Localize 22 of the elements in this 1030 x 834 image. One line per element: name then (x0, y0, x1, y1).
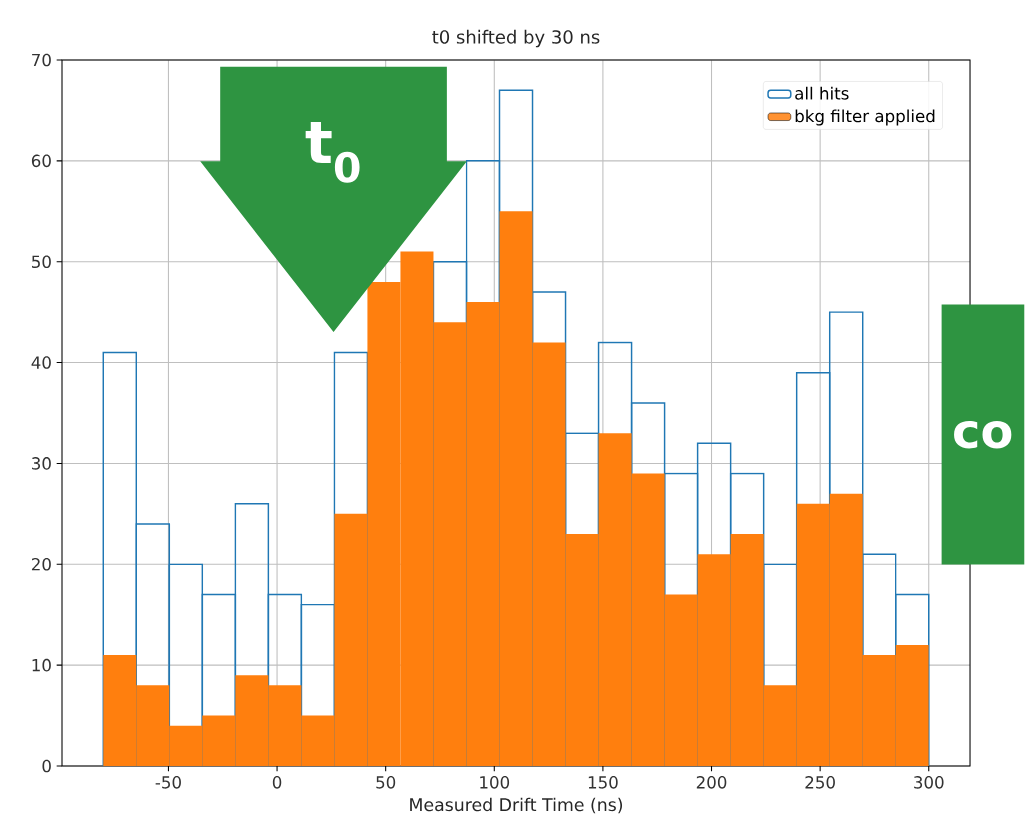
y-tick-label: 40 (31, 356, 51, 369)
legend-label: all hits (795, 86, 849, 100)
y-tick-label: 10 (32, 658, 51, 672)
x-tick-label: 250 (805, 776, 835, 789)
y-tick-label: 60 (31, 154, 51, 168)
x-tick-label: 200 (696, 776, 727, 789)
y-tick-label: 50 (32, 255, 51, 269)
x-tick-label: 150 (588, 776, 618, 789)
y-tick-label: 0 (42, 759, 51, 773)
x-tick-label: 0 (272, 776, 282, 789)
chart-title: t0 shifted by 30 ns (432, 29, 600, 48)
x-tick-label: -50 (155, 776, 181, 789)
x-tick-label: 100 (480, 776, 510, 789)
x-tick-label: 300 (914, 776, 944, 789)
y-tick-label: 30 (32, 457, 51, 470)
y-tick-label: 20 (31, 557, 51, 571)
x-axis-title: Measured Drift Time (ns) (410, 797, 623, 814)
y-tick-label: 70 (32, 53, 51, 67)
x-tick-label: 50 (376, 776, 396, 789)
annotation: co (954, 420, 1012, 449)
legend-label: bkg filter applied (795, 109, 935, 126)
annotation: t$_{0}$ (305, 121, 360, 183)
